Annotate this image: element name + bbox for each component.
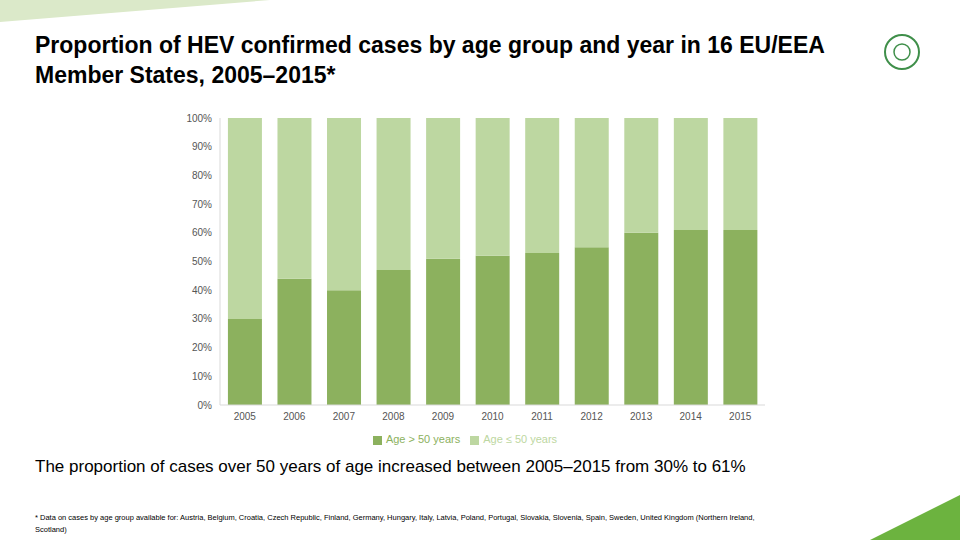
svg-text:2011: 2011	[531, 411, 553, 422]
svg-text:2005: 2005	[234, 411, 257, 422]
svg-text:80%: 80%	[192, 170, 212, 181]
html-text:Age > 50 years: Age > 50 years	[385, 433, 461, 445]
svg-text:90%: 90%	[192, 141, 212, 152]
svg-text:2010: 2010	[481, 411, 504, 422]
svg-text:2014: 2014	[680, 411, 703, 422]
html-text:Proportion of HEV confirmed ca: Proportion of HEV confirmed cases by age…	[35, 32, 824, 88]
svg-text:2012: 2012	[580, 411, 603, 422]
svg-text:2013: 2013	[630, 411, 653, 422]
svg-text:30%: 30%	[192, 313, 212, 324]
svg-text:20%: 20%	[192, 342, 212, 353]
html-text:Age ≤ 50 years: Age ≤ 50 years	[483, 433, 558, 445]
svg-text:2015: 2015	[729, 411, 752, 422]
svg-text:2007: 2007	[333, 411, 356, 422]
svg-text:2009: 2009	[432, 411, 455, 422]
svg-text:40%: 40%	[192, 285, 212, 296]
html-text:The proportion of cases over 5: The proportion of cases over 50 years of…	[35, 457, 746, 476]
html-text:* Data on cases by age group a: * Data on cases by age group available f…	[35, 513, 755, 534]
svg-text:50%: 50%	[192, 256, 212, 267]
svg-text:10%: 10%	[192, 371, 212, 382]
svg-text:2008: 2008	[382, 411, 405, 422]
svg-text:60%: 60%	[192, 227, 212, 238]
svg-text:2006: 2006	[283, 411, 306, 422]
svg-text:70%: 70%	[192, 199, 212, 210]
svg-text:100%: 100%	[186, 113, 212, 124]
svg-text:0%: 0%	[198, 400, 213, 411]
